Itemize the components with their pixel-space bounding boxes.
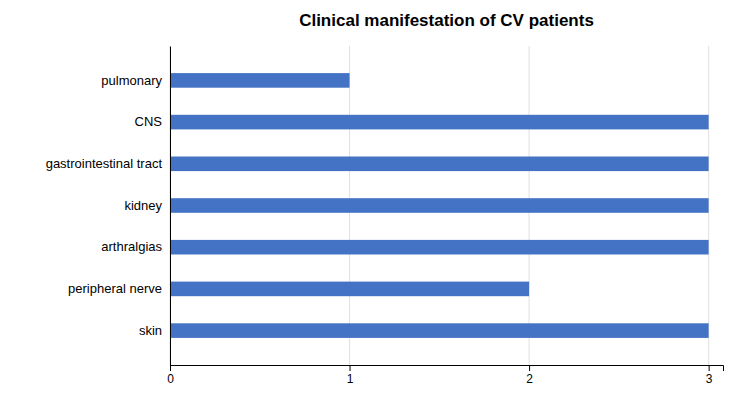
y-tick-label: pulmonary (101, 73, 162, 88)
bar (170, 240, 709, 255)
bar (170, 198, 709, 213)
bar (170, 323, 709, 338)
x-tick: 2 (526, 365, 533, 386)
bar (170, 115, 709, 130)
y-tick-label: arthralgias (101, 239, 162, 254)
y-tick: CNS (135, 114, 170, 129)
y-tick-label: CNS (135, 114, 163, 129)
x-tick-mark (350, 365, 351, 371)
x-tick-label: 0 (167, 372, 174, 386)
bar (170, 282, 529, 297)
x-axis-line (171, 366, 724, 372)
y-tick: pulmonary (101, 73, 170, 88)
y-axis: skin peripheral nerve arthralgias kidney gas… (46, 47, 171, 366)
y-tick: peripheral nerve (68, 281, 170, 296)
y-tick-label: gastrointestinal tract (46, 156, 163, 171)
y-tick-label: skin (139, 323, 162, 338)
x-tick-mark (709, 365, 710, 371)
bar (170, 73, 350, 88)
x-tick-label: 2 (526, 372, 533, 386)
y-tick: gastrointestinal tract (46, 156, 170, 171)
x-tick-label: 1 (347, 372, 354, 386)
y-tick-label: kidney (124, 198, 162, 213)
x-tick: 1 (347, 365, 354, 386)
y-tick: kidney (124, 198, 170, 213)
x-tick-mark (170, 365, 171, 371)
x-tick-mark (529, 365, 530, 371)
bars (170, 73, 709, 338)
x-tick-label: 3 (706, 372, 713, 386)
y-tick: arthralgias (101, 239, 170, 254)
bar (170, 157, 709, 172)
grid (170, 46, 709, 365)
x-tick: 3 (706, 365, 713, 386)
x-tick: 0 (167, 365, 174, 386)
chart-svg: 0 1 2 3 skin peripheral nerve arthralgias kidne… (0, 0, 753, 401)
y-tick-label: peripheral nerve (68, 281, 162, 296)
plot-area: 0 1 2 3 skin peripheral nerve arthralgias kidne… (46, 46, 724, 386)
y-axis-line (170, 47, 171, 366)
x-axis: 0 1 2 3 (167, 365, 723, 386)
grid-line (170, 46, 171, 365)
y-tick: skin (139, 323, 170, 338)
title: Clinical manifestation of CV patients (299, 11, 594, 30)
